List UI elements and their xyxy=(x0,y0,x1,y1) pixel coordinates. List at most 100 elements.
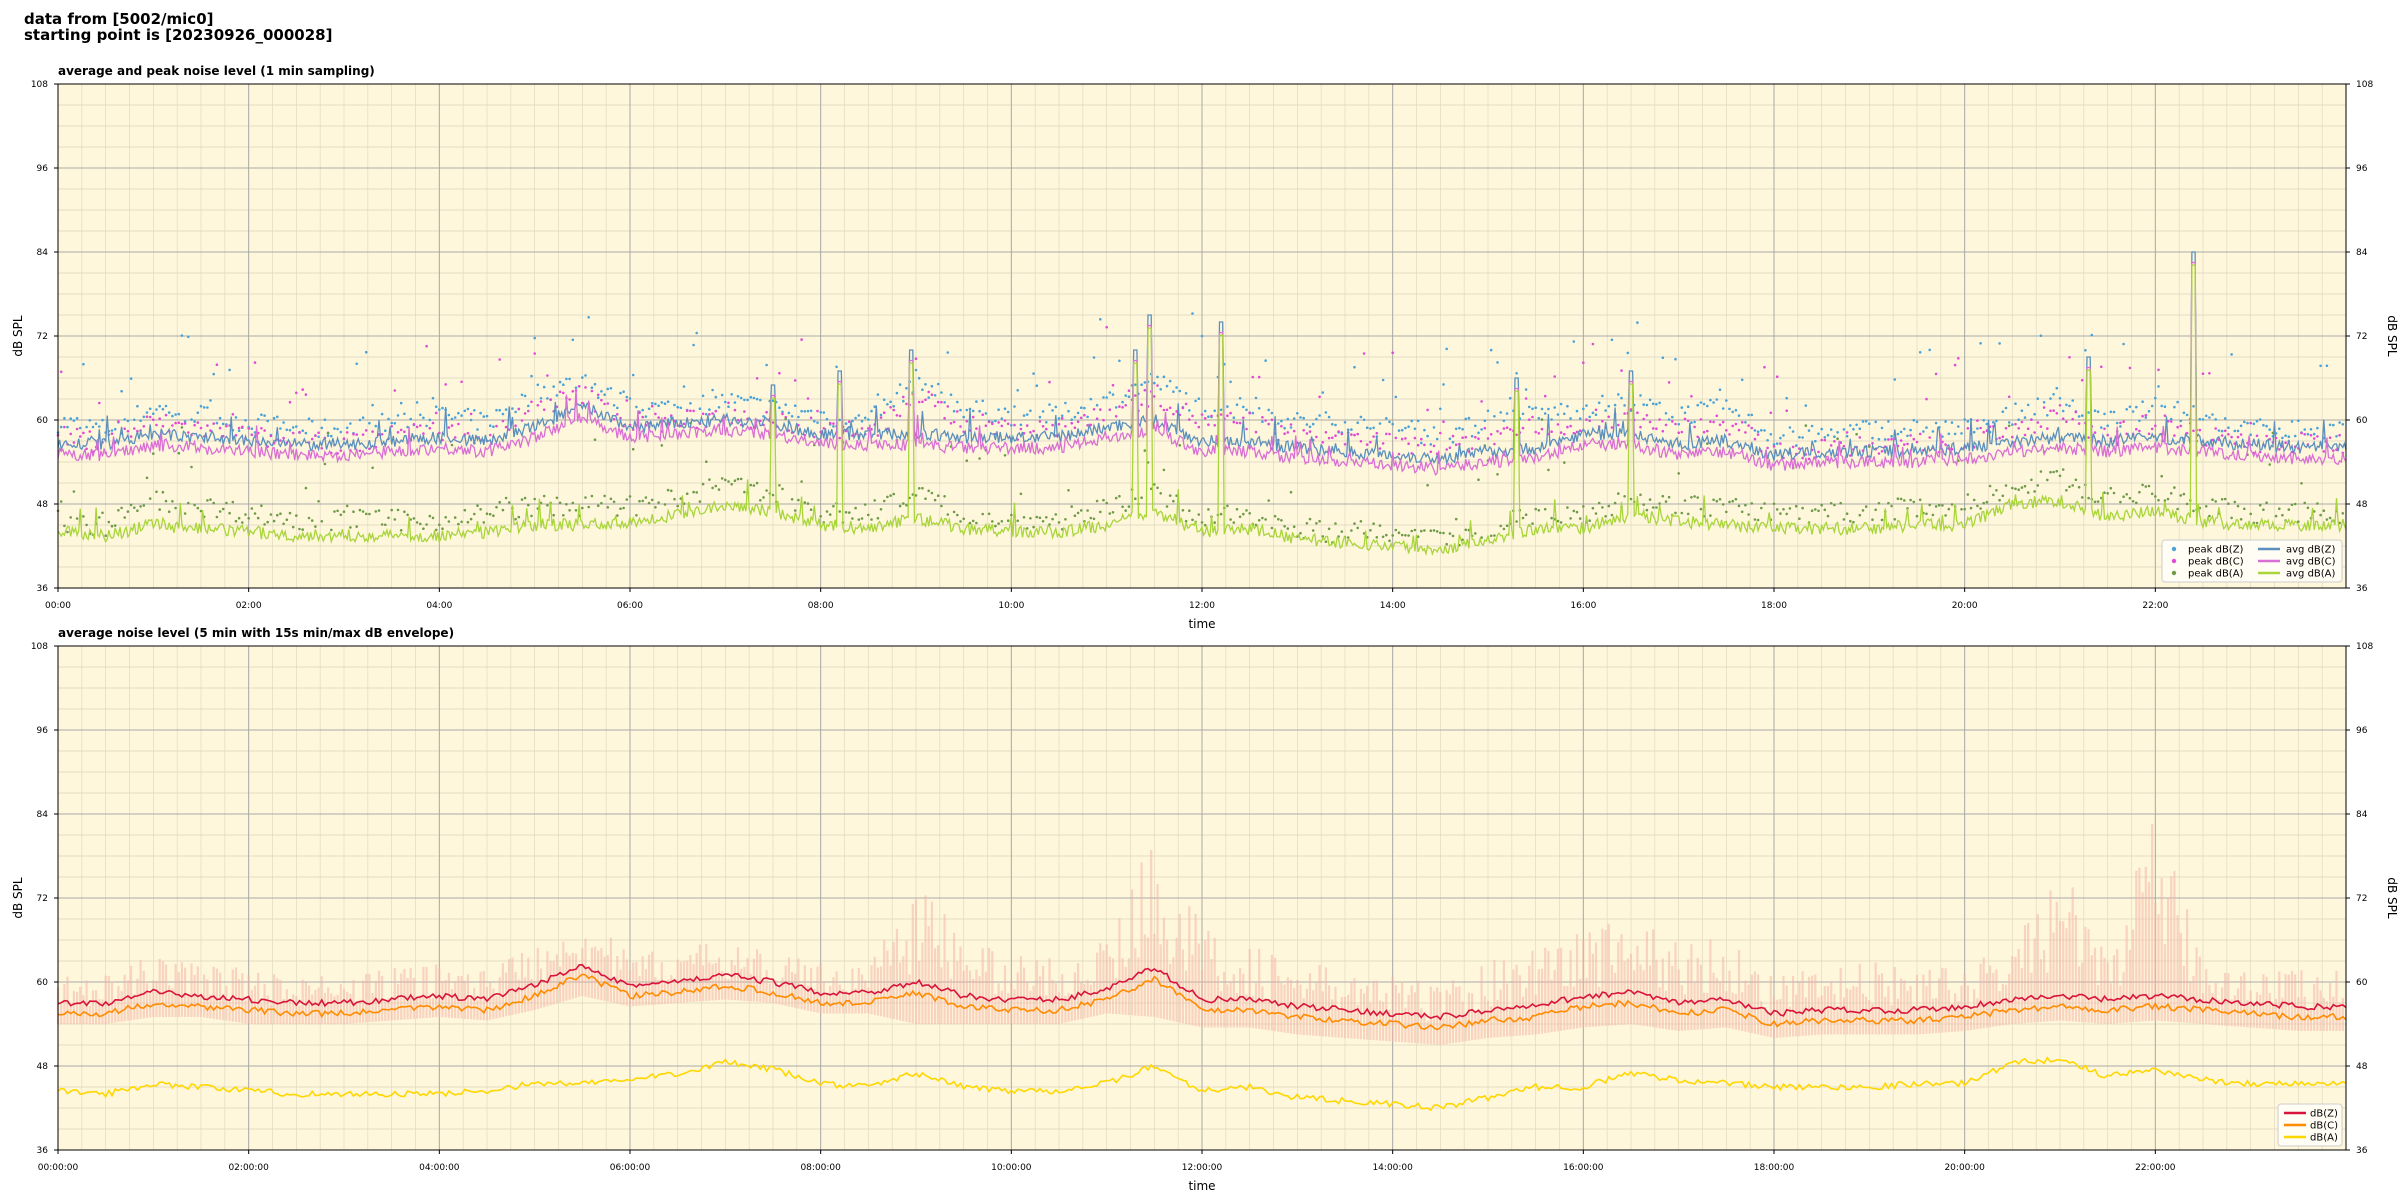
data-point xyxy=(1712,401,1715,404)
data-point xyxy=(1248,411,1251,415)
legend-label: dB(A) xyxy=(2310,1133,2338,1144)
data-point xyxy=(2223,429,2227,433)
series-line-avg-db-a- xyxy=(57,264,2347,557)
data-point xyxy=(1607,415,1611,419)
data-point xyxy=(1045,427,1048,431)
data-point xyxy=(1988,484,1992,488)
data-point xyxy=(2230,435,2233,439)
data-point xyxy=(1257,519,1261,522)
data-point xyxy=(1531,415,1534,419)
data-point xyxy=(1292,429,1296,433)
data-point xyxy=(581,506,584,510)
data-point xyxy=(2119,421,2122,425)
data-point xyxy=(1486,409,1490,413)
data-point xyxy=(393,422,397,425)
data-point xyxy=(663,402,667,406)
data-point xyxy=(1413,436,1417,440)
data-point xyxy=(1683,417,1687,421)
data-point xyxy=(1178,444,1182,447)
data-point xyxy=(1610,426,1614,429)
data-point xyxy=(364,512,368,516)
data-point xyxy=(1156,375,1159,379)
data-point xyxy=(949,393,953,397)
data-point xyxy=(1381,442,1385,445)
data-point xyxy=(501,419,505,423)
data-point xyxy=(317,431,320,435)
data-point xyxy=(1540,427,1544,431)
data-point xyxy=(1362,418,1366,422)
data-point xyxy=(813,420,816,423)
data-point xyxy=(415,401,419,404)
data-point xyxy=(1836,437,1839,441)
data-point xyxy=(647,501,651,505)
data-point xyxy=(882,499,886,503)
data-point xyxy=(1226,414,1229,418)
data-point xyxy=(2290,420,2294,423)
data-point xyxy=(1423,529,1426,532)
data-point xyxy=(2007,421,2011,424)
data-point xyxy=(2236,429,2240,433)
data-point xyxy=(1915,420,1919,424)
data-point xyxy=(822,411,826,414)
data-point xyxy=(1445,448,1448,451)
data-point xyxy=(889,400,892,404)
data-point xyxy=(975,521,978,525)
data-point xyxy=(399,529,403,532)
data-point xyxy=(889,494,892,497)
data-point xyxy=(514,410,517,414)
data-point xyxy=(234,434,238,437)
data-point xyxy=(1877,452,1881,455)
data-point xyxy=(1636,411,1639,415)
data-point xyxy=(390,508,394,512)
y-tick-label-right: 108 xyxy=(2356,642,2373,652)
data-point xyxy=(898,504,902,508)
data-point xyxy=(1184,392,1188,395)
data-point xyxy=(2160,474,2163,478)
data-point xyxy=(431,396,435,400)
data-point xyxy=(2039,334,2043,338)
data-point xyxy=(1540,418,1544,421)
data-point xyxy=(946,405,950,408)
data-point xyxy=(1032,429,1035,433)
data-point xyxy=(1416,443,1420,447)
data-point xyxy=(714,409,718,413)
data-point xyxy=(2211,438,2214,442)
data-point xyxy=(1067,409,1070,413)
data-point xyxy=(1340,530,1344,533)
data-point xyxy=(1019,492,1023,496)
data-point xyxy=(1432,529,1436,532)
data-point xyxy=(2204,505,2208,508)
data-point xyxy=(345,504,349,508)
data-point xyxy=(1651,402,1655,406)
data-point xyxy=(641,408,644,412)
data-point xyxy=(1448,446,1452,450)
data-point xyxy=(123,427,126,431)
data-point xyxy=(1188,409,1191,412)
data-point xyxy=(120,389,123,393)
data-point xyxy=(2049,409,2052,413)
data-point xyxy=(539,501,543,505)
data-point xyxy=(1461,538,1464,542)
data-point xyxy=(2055,386,2059,390)
data-point xyxy=(1464,417,1468,421)
data-point xyxy=(148,497,152,500)
data-point xyxy=(1893,378,1897,381)
data-point xyxy=(1153,395,1156,398)
data-point xyxy=(1318,395,1321,399)
data-point xyxy=(1448,437,1452,441)
data-point xyxy=(2068,356,2071,359)
data-point xyxy=(1331,422,1334,426)
data-point xyxy=(1114,406,1118,409)
data-point xyxy=(2268,437,2271,441)
data-point xyxy=(1051,423,1054,427)
data-point xyxy=(873,499,876,502)
data-point xyxy=(1292,525,1296,528)
data-point xyxy=(2074,410,2078,414)
data-point xyxy=(1410,452,1413,455)
data-point xyxy=(2309,428,2313,431)
data-point xyxy=(1693,420,1696,424)
data-point xyxy=(133,418,136,422)
data-point xyxy=(2182,411,2186,415)
data-point xyxy=(1095,403,1099,407)
data-point xyxy=(384,523,387,527)
